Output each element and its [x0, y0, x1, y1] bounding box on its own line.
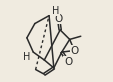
Text: H: H — [23, 52, 30, 62]
Text: H: H — [51, 6, 59, 16]
Text: O: O — [63, 57, 72, 67]
Text: O: O — [54, 14, 62, 24]
Text: O: O — [70, 46, 78, 56]
